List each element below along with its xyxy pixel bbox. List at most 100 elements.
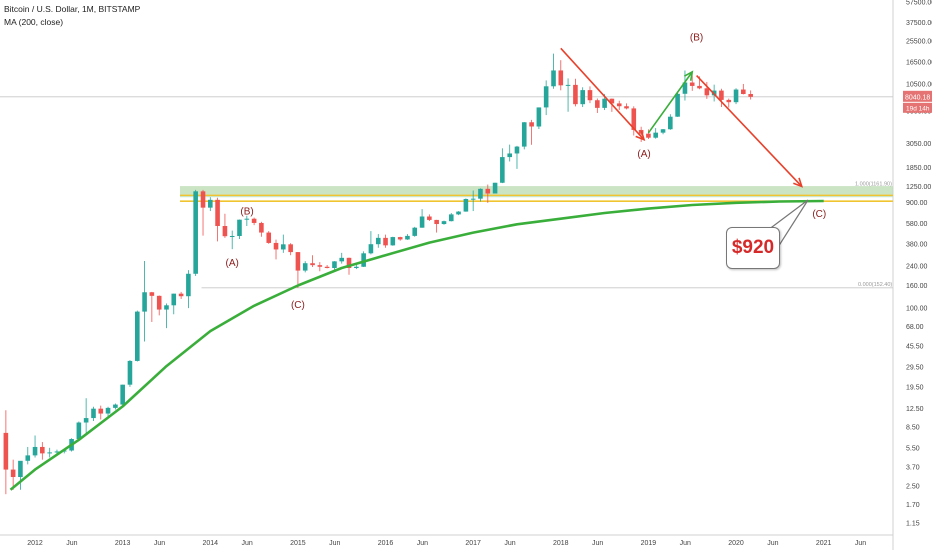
candle-body (565, 84, 571, 86)
y-tick-label: 29.50 (906, 364, 924, 371)
candle-body (186, 273, 191, 297)
candle-body (25, 455, 31, 461)
candle (229, 230, 235, 250)
candle-body (354, 266, 359, 268)
candle-body (259, 222, 264, 233)
candle (113, 403, 118, 410)
candle (624, 103, 629, 110)
candle (412, 226, 418, 237)
x-tick-label: Jun (417, 540, 428, 547)
candle-body (660, 129, 666, 133)
y-tick-label: 900.00 (906, 200, 928, 207)
countdown-tag (903, 102, 932, 113)
y-tick-label: 240.00 (906, 263, 928, 270)
candle (3, 410, 9, 495)
candle-body (54, 451, 60, 453)
candle (222, 213, 228, 238)
candle (536, 107, 542, 130)
candle-body (551, 70, 556, 87)
candle (164, 303, 169, 329)
candle (251, 217, 257, 226)
candle (470, 190, 476, 212)
wave-label: (B) (240, 206, 253, 217)
y-tick-label: 1.70 (906, 502, 920, 509)
candle (280, 234, 286, 253)
candle-body (324, 266, 330, 268)
candle-body (624, 106, 629, 109)
x-tick-label: 2019 (641, 540, 657, 547)
candle-body (434, 219, 439, 225)
arrow-shaft (647, 71, 693, 134)
y-tick-label: 3050.00 (906, 141, 931, 148)
candle-body (280, 244, 286, 250)
y-tick-label: 8.50 (906, 424, 920, 431)
candle-body (164, 305, 169, 310)
candle (733, 88, 739, 105)
candle-body (339, 257, 345, 262)
candle (397, 236, 403, 241)
candle-body (18, 460, 23, 478)
y-tick-label: 37500.00 (906, 20, 932, 27)
y-tick-label: 3.70 (906, 464, 920, 471)
x-tick-label: Jun (154, 540, 165, 547)
candle-body (646, 133, 651, 138)
candle (127, 360, 133, 387)
candle (18, 460, 23, 490)
candle-body (529, 122, 534, 127)
grid (0, 0, 894, 550)
candle-body (288, 244, 293, 253)
countdown-label: 19d 14h (906, 105, 930, 112)
candle (595, 98, 600, 113)
y-tick-label: 16500.00 (906, 60, 932, 67)
candle (507, 144, 513, 162)
candle (135, 310, 140, 362)
candle (500, 148, 505, 184)
candle (485, 184, 491, 203)
candle-body (332, 261, 337, 268)
candle-body (602, 98, 607, 108)
candle-body (142, 292, 147, 312)
candle-body (748, 94, 753, 97)
wave-label: (A) (226, 258, 239, 269)
candle (514, 145, 520, 169)
candle-body (207, 199, 213, 208)
candle (295, 252, 301, 288)
candle (741, 83, 746, 95)
candle-body (507, 153, 513, 158)
x-tick-label: Jun (680, 540, 691, 547)
x-tick-label: Jun (66, 540, 77, 547)
fib-1-label: 1.000(1161.90) (855, 181, 892, 187)
y-axis[interactable]: 57500.00 37500.00 25500.00 16500.00 10500.00… (903, 0, 932, 528)
candle (91, 406, 96, 421)
candle-body (229, 235, 235, 237)
x-axis[interactable]: 2012 Jun 2013 Jun 2014 Jun 2015 Jun 2016 Jun 2017 J… (27, 540, 866, 547)
candle (427, 214, 432, 222)
candle (551, 53, 556, 89)
candle (361, 251, 366, 267)
y-tick-label: 5.50 (906, 445, 920, 452)
candle (105, 406, 111, 417)
candle-body (726, 99, 732, 103)
y-tick-label: 1.15 (906, 521, 920, 528)
trend-arrow (647, 70, 694, 134)
candle-body (536, 107, 542, 127)
x-tick-label: 2015 (290, 540, 306, 547)
x-tick-label: Jun (855, 540, 866, 547)
candle-body (295, 252, 301, 271)
candle-body (127, 360, 133, 385)
y-tick-label: 580.00 (906, 221, 928, 228)
candle-body (675, 93, 680, 117)
candle (186, 270, 191, 309)
candle-body (631, 108, 637, 130)
candle-body (83, 418, 89, 423)
x-tick-label: 2017 (465, 540, 481, 547)
x-tick-label: 2018 (553, 540, 569, 547)
x-tick-label: 2020 (728, 540, 744, 547)
candle-body (463, 198, 469, 212)
y-tick-label: 1250.00 (906, 184, 931, 191)
candle (675, 91, 680, 117)
candle (748, 90, 753, 100)
candle (40, 442, 45, 460)
moving-average (9, 199, 824, 491)
